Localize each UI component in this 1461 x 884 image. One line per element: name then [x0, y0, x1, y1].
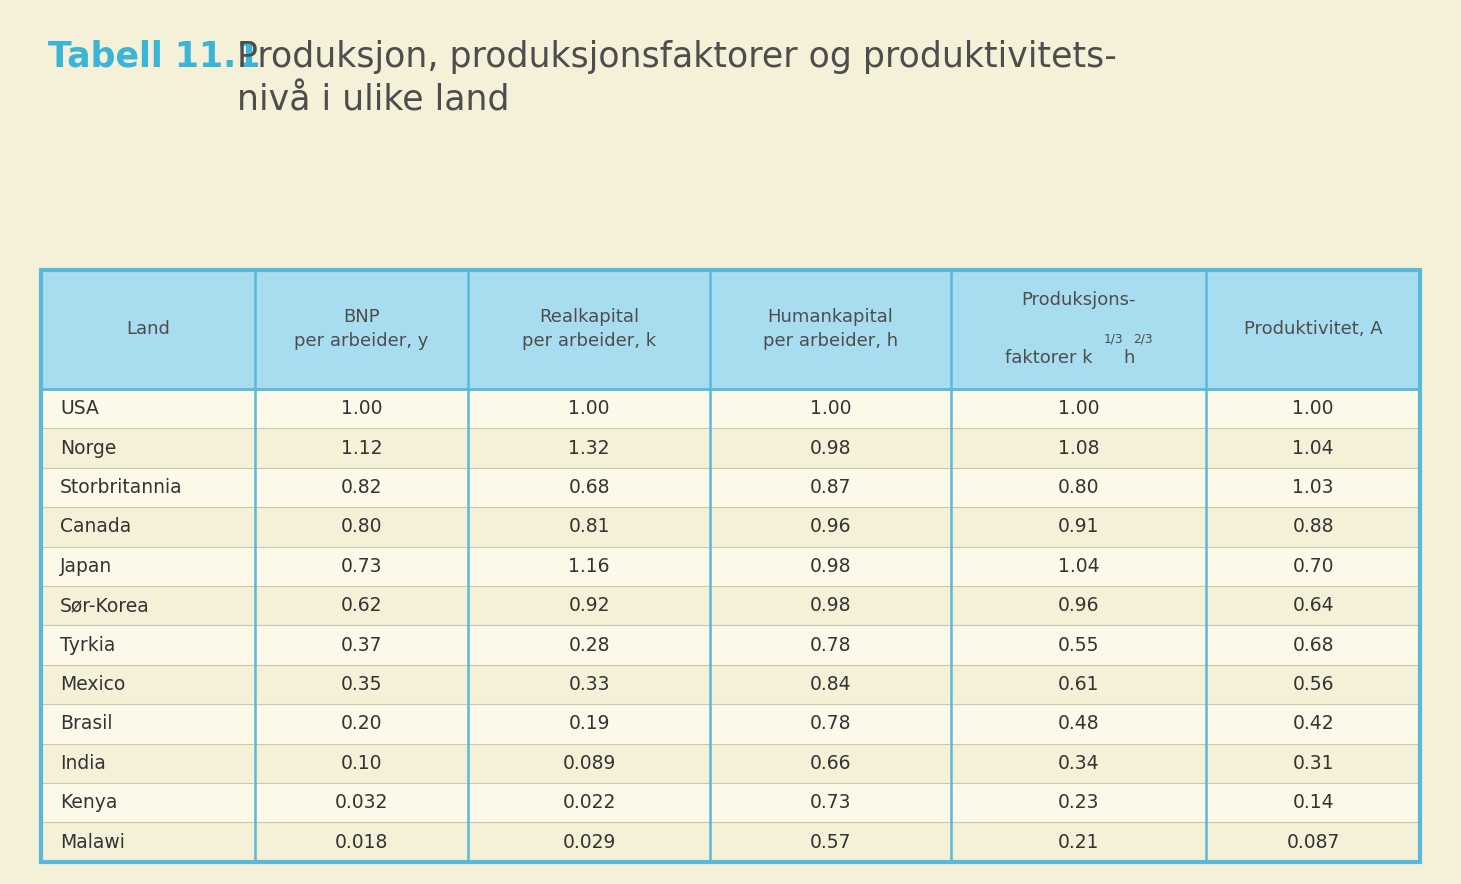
Text: 0.19: 0.19	[568, 714, 609, 734]
Text: 0.022: 0.022	[562, 793, 617, 812]
Text: 0.70: 0.70	[1293, 557, 1334, 575]
Bar	[41, 270, 1420, 862]
Text: 0.98: 0.98	[809, 596, 852, 615]
Text: 0.018: 0.018	[335, 833, 389, 851]
Text: 0.55: 0.55	[1058, 636, 1100, 655]
Text: Malawi: Malawi	[60, 833, 124, 851]
Text: 1.16: 1.16	[568, 557, 609, 575]
Text: 0.23: 0.23	[1058, 793, 1100, 812]
Text: Japan: Japan	[60, 557, 112, 575]
Text: 1.32: 1.32	[568, 438, 609, 458]
Text: Sør-Korea: Sør-Korea	[60, 596, 149, 615]
Text: 0.10: 0.10	[340, 754, 383, 773]
Bar	[41, 546, 1420, 586]
Text: 0.56: 0.56	[1293, 675, 1334, 694]
Text: 0.98: 0.98	[809, 557, 852, 575]
Text: 0.73: 0.73	[809, 793, 852, 812]
Text: Kenya: Kenya	[60, 793, 117, 812]
Text: 0.66: 0.66	[809, 754, 852, 773]
Text: 0.82: 0.82	[340, 478, 383, 497]
Text: 0.81: 0.81	[568, 517, 609, 537]
Text: 0.92: 0.92	[568, 596, 609, 615]
Text: 0.64: 0.64	[1293, 596, 1334, 615]
Text: Humankapital
per arbeider, h: Humankapital per arbeider, h	[763, 309, 899, 350]
Text: Tabell 11.1: Tabell 11.1	[48, 40, 260, 73]
Text: 0.21: 0.21	[1058, 833, 1100, 851]
Text: 2/3: 2/3	[1134, 332, 1153, 346]
Text: 1.00: 1.00	[809, 400, 852, 418]
Text: 0.089: 0.089	[562, 754, 617, 773]
Text: 0.029: 0.029	[562, 833, 617, 851]
Text: Tyrkia: Tyrkia	[60, 636, 115, 655]
Text: 0.33: 0.33	[568, 675, 609, 694]
Text: 0.78: 0.78	[809, 714, 852, 734]
Text: 1.04: 1.04	[1293, 438, 1334, 458]
Bar	[41, 822, 1420, 862]
Text: 0.96: 0.96	[809, 517, 852, 537]
Text: 0.28: 0.28	[568, 636, 609, 655]
Text: BNP
per arbeider, y: BNP per arbeider, y	[294, 309, 428, 350]
Text: 0.98: 0.98	[809, 438, 852, 458]
Text: Realkapital
per arbeider, k: Realkapital per arbeider, k	[522, 309, 656, 350]
Text: 0.42: 0.42	[1293, 714, 1334, 734]
Text: 0.35: 0.35	[340, 675, 383, 694]
Text: Produksjon, produksjonsfaktorer og produktivitets-
nivå i ulike land: Produksjon, produksjonsfaktorer og produ…	[237, 40, 1116, 118]
Bar	[41, 586, 1420, 626]
Text: 1.00: 1.00	[340, 400, 383, 418]
Text: 0.20: 0.20	[340, 714, 383, 734]
Text: 1.08: 1.08	[1058, 438, 1100, 458]
Text: 0.73: 0.73	[340, 557, 383, 575]
Text: 0.31: 0.31	[1293, 754, 1334, 773]
Bar	[41, 626, 1420, 665]
Text: 0.78: 0.78	[809, 636, 852, 655]
Bar	[41, 705, 1420, 743]
Text: Brasil: Brasil	[60, 714, 112, 734]
Text: 1.00: 1.00	[1058, 400, 1100, 418]
Text: 0.80: 0.80	[1058, 478, 1100, 497]
Text: 0.37: 0.37	[340, 636, 383, 655]
Text: 0.14: 0.14	[1293, 793, 1334, 812]
Bar	[41, 468, 1420, 507]
Text: 0.61: 0.61	[1058, 675, 1100, 694]
Text: h: h	[1124, 349, 1135, 368]
Bar	[41, 270, 1420, 389]
Text: 0.34: 0.34	[1058, 754, 1100, 773]
Bar	[41, 783, 1420, 822]
Text: Canada: Canada	[60, 517, 131, 537]
Text: 0.84: 0.84	[809, 675, 852, 694]
Text: 1.00: 1.00	[568, 400, 609, 418]
Bar	[41, 665, 1420, 705]
Text: Storbritannia: Storbritannia	[60, 478, 183, 497]
Text: Produktivitet, A: Produktivitet, A	[1243, 320, 1382, 339]
Text: 0.48: 0.48	[1058, 714, 1100, 734]
Text: Norge: Norge	[60, 438, 117, 458]
Text: 0.62: 0.62	[340, 596, 383, 615]
Text: 0.88: 0.88	[1293, 517, 1334, 537]
Text: 0.68: 0.68	[568, 478, 609, 497]
Text: 0.57: 0.57	[809, 833, 852, 851]
Bar	[41, 507, 1420, 546]
Text: 0.032: 0.032	[335, 793, 389, 812]
Text: 0.80: 0.80	[340, 517, 383, 537]
Text: 0.087: 0.087	[1287, 833, 1340, 851]
Text: 0.68: 0.68	[1293, 636, 1334, 655]
Text: 1.12: 1.12	[340, 438, 383, 458]
Text: Mexico: Mexico	[60, 675, 126, 694]
Text: 1/3: 1/3	[1105, 332, 1124, 346]
Text: Land: Land	[126, 320, 169, 339]
Text: 1.00: 1.00	[1293, 400, 1334, 418]
Text: 0.96: 0.96	[1058, 596, 1100, 615]
Text: 0.91: 0.91	[1058, 517, 1100, 537]
Bar	[41, 389, 1420, 429]
Text: 1.03: 1.03	[1293, 478, 1334, 497]
Text: 1.04: 1.04	[1058, 557, 1100, 575]
Text: USA: USA	[60, 400, 99, 418]
Bar	[41, 429, 1420, 468]
Text: Produksjons-: Produksjons-	[1021, 291, 1137, 309]
Bar	[41, 743, 1420, 783]
Text: 0.87: 0.87	[809, 478, 852, 497]
Text: faktorer k: faktorer k	[1005, 349, 1093, 368]
Text: India: India	[60, 754, 105, 773]
